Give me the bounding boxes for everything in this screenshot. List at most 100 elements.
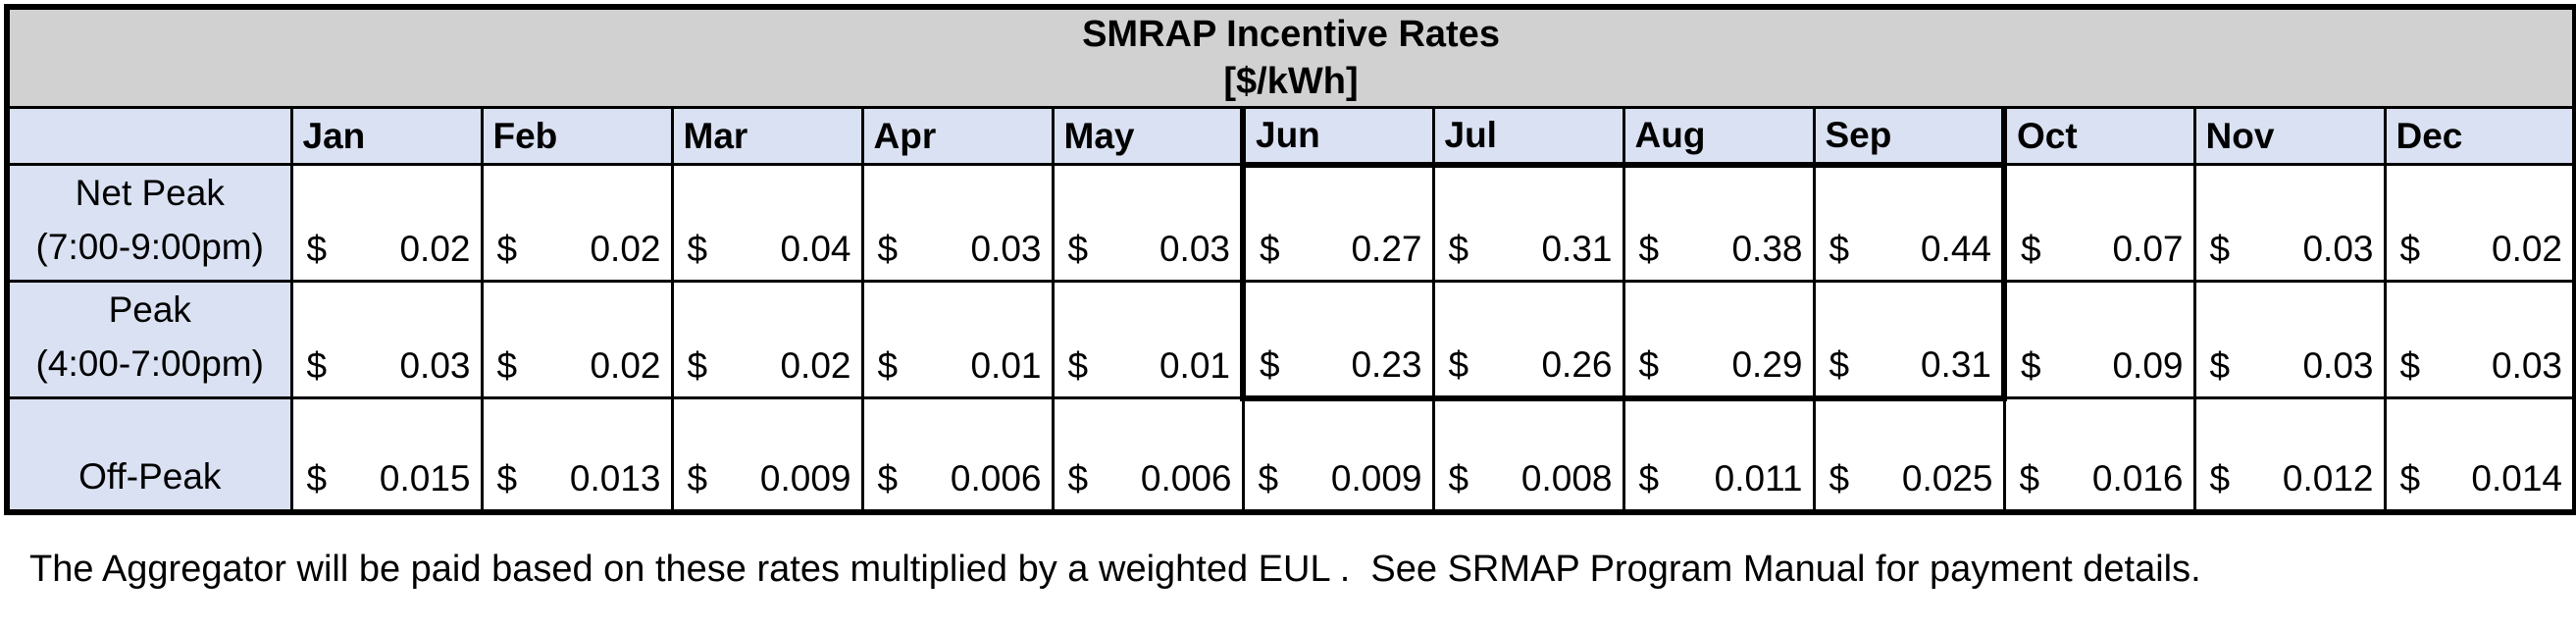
page: SMRAP Incentive Rates [$/kWh] Jan Feb Mar A… — [0, 4, 2576, 630]
rate-cell-content: $0.03 — [2210, 229, 2374, 270]
currency-symbol: $ — [1829, 229, 1850, 269]
row-label-line: (4:00-7:00pm) — [35, 343, 264, 384]
month-header: Jun — [1240, 106, 1435, 168]
rate-value: 0.02 — [590, 345, 661, 386]
currency-symbol: $ — [1829, 343, 1850, 385]
rate-cell: $0.011 — [1622, 396, 1816, 513]
rate-value: 0.44 — [1920, 229, 1991, 269]
incentive-rates-table: SMRAP Incentive Rates [$/kWh] Jan Feb Mar A… — [4, 4, 2576, 515]
rate-value: 0.009 — [1330, 457, 1422, 499]
rate-cell: $0.012 — [2192, 396, 2387, 513]
rate-cell: $0.26 — [1431, 280, 1625, 401]
currency-symbol: $ — [496, 229, 518, 269]
currency-symbol: $ — [306, 457, 328, 499]
rate-value: 0.02 — [780, 345, 851, 386]
rate-cell-content: $0.23 — [1260, 344, 1422, 386]
currency-symbol: $ — [1260, 229, 1280, 269]
currency-symbol: $ — [2209, 345, 2231, 386]
rate-cell-content: $0.31 — [1829, 344, 1992, 386]
month-header: Dec — [2383, 106, 2576, 166]
rate-cell-content: $0.03 — [1068, 229, 1231, 270]
rate-cell: $0.38 — [1622, 163, 1816, 283]
rate-cell: $0.016 — [2002, 396, 2196, 513]
rate-cell: $0.03 — [289, 280, 484, 399]
rate-cell: $0.03 — [860, 163, 1055, 283]
currency-symbol: $ — [2399, 345, 2421, 386]
rate-cell: $0.009 — [1241, 396, 1435, 513]
rate-cell-content: $0.02 — [2400, 229, 2563, 270]
rate-cell-content: $0.008 — [1449, 458, 1613, 499]
rate-cell: $0.02 — [289, 163, 484, 283]
currency-symbol: $ — [2209, 229, 2231, 269]
rate-value: 0.03 — [970, 229, 1042, 269]
currency-symbol: $ — [1638, 229, 1660, 269]
currency-symbol: $ — [877, 345, 899, 386]
currency-symbol: $ — [1067, 229, 1089, 269]
rate-cell-content: $0.09 — [2021, 345, 2184, 387]
rate-cell-content: $0.011 — [1639, 458, 1803, 499]
rate-cell: $0.04 — [670, 163, 864, 283]
rate-cell-content: $0.015 — [307, 458, 471, 499]
rate-cell: $0.015 — [289, 396, 484, 513]
rate-value: 0.016 — [2091, 457, 2184, 499]
table-title-units: [$/kWh] — [1223, 61, 1359, 102]
rate-value: 0.014 — [2471, 457, 2563, 499]
rate-cell-content: $0.26 — [1449, 344, 1613, 386]
month-header-row: Jan Feb Mar Apr May Jun Jul Aug Sep Oct Nov Dec — [5, 106, 2576, 168]
rate-value: 0.009 — [759, 457, 851, 499]
currency-symbol: $ — [1067, 345, 1089, 386]
row-label-peak: Peak (4:00-7:00pm) — [5, 280, 293, 399]
rate-value: 0.03 — [399, 345, 471, 386]
month-header: May — [1051, 106, 1245, 166]
rate-value: 0.09 — [2112, 345, 2184, 386]
rate-cell: $0.09 — [2002, 280, 2196, 399]
rate-value: 0.03 — [2302, 345, 2374, 386]
rate-cell: $0.013 — [480, 396, 674, 513]
row-label-line: Net Peak — [75, 173, 225, 213]
rate-value: 0.23 — [1351, 343, 1422, 385]
rate-cell-content: $0.014 — [2400, 458, 2563, 499]
currency-symbol: $ — [1067, 457, 1089, 499]
rate-value: 0.31 — [1541, 229, 1613, 269]
rate-cell-content: $0.31 — [1449, 229, 1613, 270]
rate-value: 0.03 — [2302, 229, 2374, 269]
rate-cell: $0.006 — [1051, 396, 1245, 513]
rate-cell: $0.02 — [670, 280, 864, 399]
rate-cell: $0.03 — [1051, 163, 1245, 283]
rate-value: 0.01 — [1159, 345, 1230, 386]
currency-symbol: $ — [1258, 457, 1279, 499]
rate-cell-content: $0.006 — [878, 458, 1042, 499]
rate-cell: $0.03 — [2192, 163, 2387, 283]
rate-cell: $0.31 — [1812, 280, 2007, 401]
rate-cell-content: $0.03 — [2400, 345, 2563, 387]
corner-cell — [5, 106, 293, 166]
currency-symbol: $ — [1448, 229, 1469, 269]
rate-cell-content: $0.38 — [1639, 229, 1803, 270]
month-header: Nov — [2192, 106, 2387, 166]
month-header: Aug — [1622, 106, 1816, 168]
currency-symbol: $ — [2399, 457, 2421, 499]
currency-symbol: $ — [2019, 457, 2040, 499]
rate-value: 0.04 — [780, 229, 851, 269]
currency-symbol: $ — [306, 229, 328, 269]
rate-cell: $0.008 — [1431, 396, 1625, 513]
currency-symbol: $ — [2021, 345, 2041, 386]
rate-cell-content: $0.006 — [1068, 458, 1232, 499]
rate-value: 0.38 — [1731, 229, 1803, 269]
rate-cell-content: $0.009 — [1259, 458, 1422, 499]
rate-cell: $0.02 — [2383, 163, 2576, 283]
currency-symbol: $ — [687, 229, 708, 269]
rate-value: 0.012 — [2282, 457, 2374, 499]
rate-cell: $0.02 — [480, 163, 674, 283]
rate-cell: $0.27 — [1240, 163, 1435, 283]
rate-value: 0.02 — [399, 229, 471, 269]
month-header: Jan — [289, 106, 484, 166]
rate-cell: $0.006 — [860, 396, 1055, 513]
rate-cell-content: $0.009 — [688, 458, 851, 499]
rate-cell-content: $0.03 — [307, 345, 471, 387]
rate-cell: $0.03 — [2192, 280, 2387, 399]
rate-cell-content: $0.01 — [878, 345, 1042, 387]
rate-value: 0.006 — [1140, 457, 1232, 499]
rate-cell: $0.07 — [2002, 163, 2196, 283]
rate-cell-content: $0.02 — [497, 345, 661, 387]
